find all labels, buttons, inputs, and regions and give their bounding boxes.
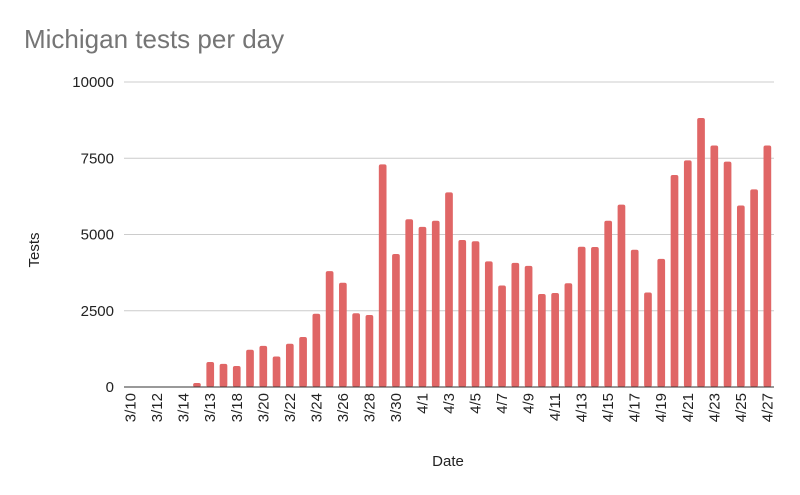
x-tick-label: 3/18: [229, 393, 246, 422]
x-tick-label: 4/27: [759, 393, 776, 422]
bar: [670, 175, 679, 387]
bar: [232, 365, 241, 387]
bar: [206, 361, 215, 387]
x-tick-label: 4/19: [653, 393, 670, 422]
y-tick-label: 5000: [81, 227, 114, 244]
bar: [498, 285, 506, 387]
x-tick-label: 4/11: [547, 393, 564, 421]
bar: [312, 313, 321, 387]
bar: [259, 345, 268, 387]
bars: [193, 117, 772, 388]
bar: [285, 343, 294, 387]
x-tick-label: 4/5: [468, 393, 485, 414]
bar: [299, 336, 307, 387]
x-tick-label: 4/23: [706, 393, 723, 422]
bar: [577, 246, 586, 387]
bar: [484, 261, 493, 387]
axes: 0 2500 5000 7500 10000 3/10 3/12 3/14 3/13 3/18 3/…: [72, 74, 776, 422]
bar: [405, 219, 414, 387]
x-tick-label: 3/20: [255, 393, 272, 422]
bar: [378, 164, 387, 387]
x-tick-label: 4/9: [521, 393, 538, 414]
x-tick-label: 3/14: [176, 393, 193, 422]
bar: [418, 226, 427, 388]
bar: [564, 283, 573, 387]
bar: [272, 356, 281, 387]
bar: [644, 292, 652, 387]
x-tick-label: 4/3: [441, 393, 458, 414]
bar: [750, 189, 758, 387]
x-tick-label: 3/28: [361, 393, 378, 422]
x-tick-label: 4/13: [574, 393, 591, 422]
bar: [551, 293, 559, 387]
y-axis-title: Tests: [26, 232, 43, 267]
bar: [471, 241, 480, 387]
bar: [445, 192, 453, 387]
x-tick-label: 4/25: [733, 393, 750, 422]
x-tick-label: 4/1: [414, 393, 431, 414]
bar: [193, 383, 201, 387]
bar: [604, 220, 613, 387]
bar: [352, 313, 360, 387]
x-tick-label: 4/21: [680, 393, 697, 422]
bar: [657, 258, 666, 387]
bar: [325, 271, 334, 387]
bar: [617, 204, 626, 387]
bar: [511, 262, 520, 387]
x-tick-label: 3/10: [123, 393, 140, 422]
bar: [630, 249, 639, 387]
x-tick-label: 4/7: [494, 393, 511, 414]
bar: [763, 145, 772, 387]
x-tick-label: 3/30: [388, 393, 405, 422]
bar: [246, 349, 254, 387]
bar: [591, 247, 599, 387]
bar: [736, 205, 745, 387]
bar: [710, 145, 719, 387]
x-tick-label: 3/22: [282, 393, 299, 422]
bar: [365, 315, 374, 387]
x-axis-title: Date: [432, 453, 464, 470]
bar: [723, 161, 732, 387]
x-tick-label: 4/17: [627, 393, 644, 422]
bar: [458, 239, 467, 387]
x-tick-label: 3/26: [335, 393, 352, 422]
bar: [339, 282, 347, 387]
x-tick-label: 3/13: [202, 393, 219, 422]
x-tick-label: 3/24: [308, 393, 325, 422]
bar: [538, 293, 546, 387]
y-tick-label: 7500: [81, 150, 114, 167]
y-tick-label: 2500: [81, 303, 114, 320]
chart-title: Michigan tests per day: [24, 24, 285, 54]
bar: [697, 117, 705, 388]
bar: [524, 265, 533, 387]
bar: [431, 220, 440, 387]
x-tick-label: 3/12: [149, 393, 166, 422]
bar: [219, 363, 228, 387]
bar: [683, 160, 692, 387]
bar: [392, 254, 400, 387]
y-tick-label: 10000: [72, 74, 114, 91]
x-tick-label: 4/15: [600, 393, 617, 422]
y-tick-label: 0: [106, 379, 114, 396]
